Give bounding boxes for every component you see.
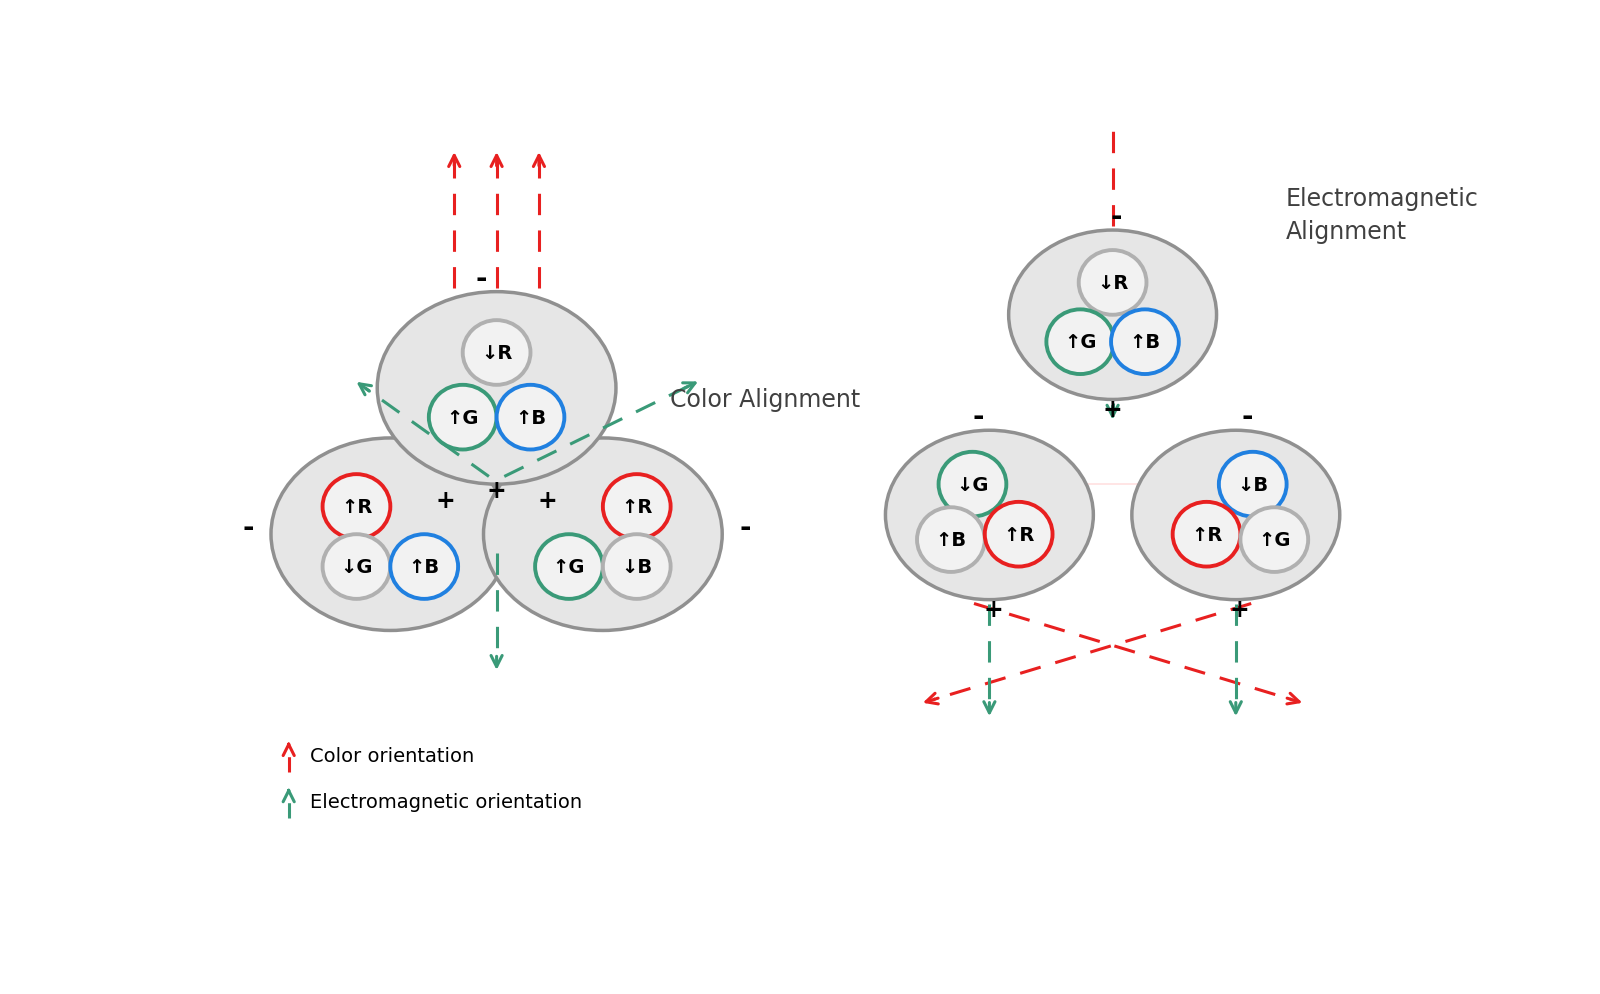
Ellipse shape bbox=[429, 386, 496, 450]
Text: ↑R: ↑R bbox=[1190, 525, 1222, 544]
Ellipse shape bbox=[1219, 452, 1286, 517]
Text: Color orientation: Color orientation bbox=[310, 746, 475, 765]
Text: -: - bbox=[1110, 203, 1122, 231]
Text: ↓B: ↓B bbox=[1237, 475, 1269, 494]
Text: ↓G: ↓G bbox=[957, 475, 989, 494]
Text: -: - bbox=[475, 264, 486, 292]
Text: -: - bbox=[973, 403, 984, 431]
Ellipse shape bbox=[323, 475, 390, 540]
Text: ↓R: ↓R bbox=[482, 344, 512, 363]
Ellipse shape bbox=[603, 475, 670, 540]
Ellipse shape bbox=[270, 438, 510, 631]
Ellipse shape bbox=[603, 535, 670, 599]
Text: ↑B: ↑B bbox=[1130, 333, 1160, 352]
Text: ↑G: ↑G bbox=[1064, 333, 1096, 352]
Ellipse shape bbox=[1173, 502, 1240, 567]
Ellipse shape bbox=[1078, 250, 1147, 315]
Text: ↓B: ↓B bbox=[621, 558, 653, 577]
Text: ↑B: ↑B bbox=[408, 558, 440, 577]
Ellipse shape bbox=[984, 502, 1053, 567]
Text: ↓G: ↓G bbox=[341, 558, 373, 577]
Text: ↑G: ↑G bbox=[552, 558, 586, 577]
Text: +: + bbox=[538, 488, 557, 512]
Ellipse shape bbox=[1008, 231, 1216, 400]
Text: +: + bbox=[435, 488, 456, 512]
Text: +: + bbox=[1102, 398, 1123, 421]
Text: ↓R: ↓R bbox=[1098, 273, 1128, 292]
Ellipse shape bbox=[390, 535, 458, 599]
Text: ↑B: ↑B bbox=[515, 409, 546, 427]
Ellipse shape bbox=[534, 535, 603, 599]
Ellipse shape bbox=[917, 508, 984, 573]
Text: ↑R: ↑R bbox=[621, 497, 653, 517]
Text: Electromagnetic
Alignment: Electromagnetic Alignment bbox=[1286, 187, 1478, 245]
Text: ↑G: ↑G bbox=[1258, 531, 1291, 550]
Text: -: - bbox=[739, 513, 750, 541]
Text: -: - bbox=[242, 513, 254, 541]
Ellipse shape bbox=[1131, 430, 1339, 600]
Text: ↑R: ↑R bbox=[1003, 525, 1034, 544]
Ellipse shape bbox=[939, 452, 1006, 517]
Ellipse shape bbox=[378, 292, 616, 485]
Text: ↑R: ↑R bbox=[341, 497, 373, 517]
Text: -: - bbox=[1242, 403, 1253, 431]
Ellipse shape bbox=[496, 386, 565, 450]
Ellipse shape bbox=[1240, 508, 1309, 573]
Ellipse shape bbox=[462, 321, 531, 386]
Text: +: + bbox=[486, 479, 507, 503]
Text: +: + bbox=[984, 597, 1003, 621]
Ellipse shape bbox=[483, 438, 722, 631]
Text: Color Alignment: Color Alignment bbox=[670, 388, 861, 413]
Text: +: + bbox=[1230, 597, 1250, 621]
Ellipse shape bbox=[1046, 310, 1114, 375]
Text: Electromagnetic orientation: Electromagnetic orientation bbox=[310, 792, 582, 811]
Text: ↑G: ↑G bbox=[446, 409, 478, 427]
Ellipse shape bbox=[323, 535, 390, 599]
Text: ↑B: ↑B bbox=[936, 531, 966, 550]
Ellipse shape bbox=[1110, 310, 1179, 375]
Ellipse shape bbox=[885, 430, 1093, 600]
